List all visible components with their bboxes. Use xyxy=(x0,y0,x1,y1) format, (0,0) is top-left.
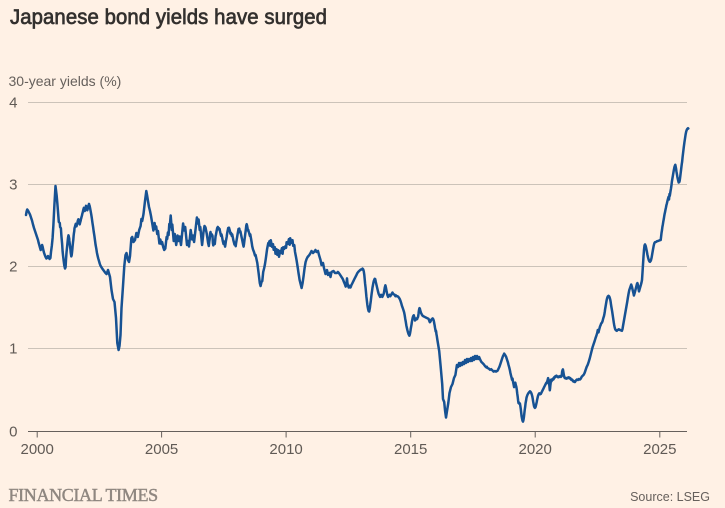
svg-text:0: 0 xyxy=(9,424,17,441)
svg-text:3: 3 xyxy=(9,177,17,194)
svg-text:2005: 2005 xyxy=(145,441,178,458)
svg-text:2015: 2015 xyxy=(394,441,427,458)
svg-text:1: 1 xyxy=(9,341,17,358)
svg-text:2000: 2000 xyxy=(21,441,54,458)
svg-text:4: 4 xyxy=(9,95,17,112)
svg-text:2: 2 xyxy=(9,259,17,276)
svg-text:2010: 2010 xyxy=(269,441,302,458)
svg-text:2020: 2020 xyxy=(519,441,552,458)
svg-text:2025: 2025 xyxy=(643,441,676,458)
